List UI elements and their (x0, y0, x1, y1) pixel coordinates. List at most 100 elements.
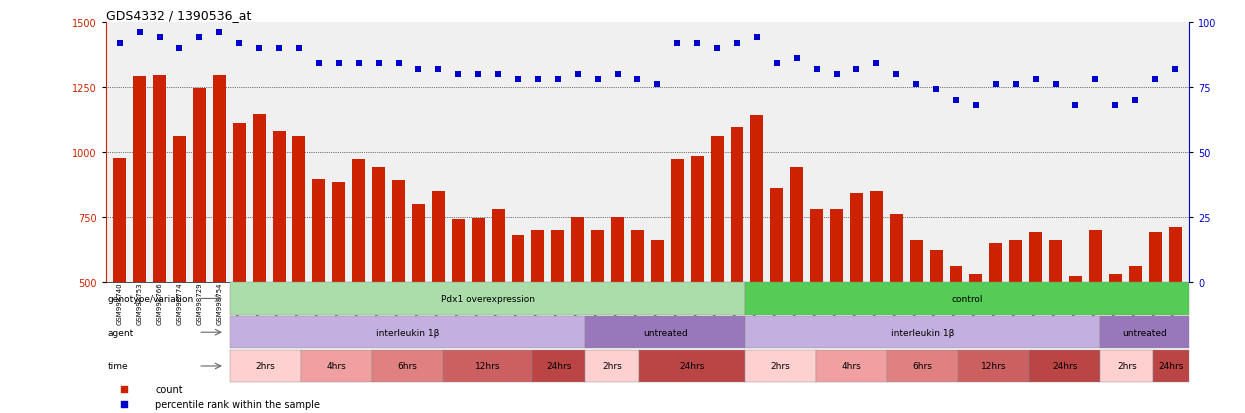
Text: 2hrs: 2hrs (255, 362, 275, 370)
Text: interleukin 1β: interleukin 1β (376, 328, 439, 337)
Text: 2hrs: 2hrs (1117, 362, 1137, 370)
Bar (639, 350, 745, 382)
Text: GDS4332 / 1390536_at: GDS4332 / 1390536_at (106, 9, 251, 21)
Point (369, 61, 388, 67)
Text: time: time (107, 362, 128, 370)
Text: genotype/variation: genotype/variation (107, 294, 194, 303)
Bar (293, 137, 305, 411)
Bar (512, 235, 524, 411)
Bar (153, 76, 166, 411)
Point (807, 66, 827, 73)
Point (289, 45, 309, 52)
Bar (193, 89, 205, 411)
Bar (1050, 240, 1062, 411)
Bar (253, 115, 265, 411)
Bar (888, 350, 959, 382)
Bar (731, 128, 743, 411)
Point (747, 35, 767, 42)
Point (129, 30, 149, 36)
Bar (745, 282, 1189, 315)
Bar (810, 209, 823, 411)
Bar (651, 240, 664, 411)
Bar (392, 181, 405, 411)
Bar (472, 218, 484, 411)
Bar (133, 77, 146, 411)
Text: 6hrs: 6hrs (397, 362, 417, 370)
Bar (990, 243, 1002, 411)
Text: 6hrs: 6hrs (913, 362, 933, 370)
Bar (532, 350, 585, 382)
Point (209, 30, 229, 36)
Bar (890, 214, 903, 411)
Bar (745, 316, 1101, 349)
Bar (432, 191, 444, 411)
Bar (492, 209, 504, 411)
Point (528, 76, 548, 83)
Bar (870, 191, 883, 411)
Bar (213, 76, 225, 411)
Text: 12hrs: 12hrs (474, 362, 500, 370)
Point (707, 45, 727, 52)
Bar (751, 116, 763, 411)
Text: Pdx1 overexpression: Pdx1 overexpression (441, 294, 534, 303)
Point (827, 71, 847, 78)
Bar (910, 240, 923, 411)
Bar (930, 251, 942, 411)
Bar (571, 217, 584, 411)
Point (229, 40, 249, 47)
Point (408, 66, 428, 73)
Bar (950, 266, 962, 411)
Bar (230, 350, 301, 382)
Bar (230, 282, 745, 315)
Text: 2hrs: 2hrs (603, 362, 621, 370)
Point (1026, 76, 1046, 83)
Point (1046, 82, 1066, 88)
Point (687, 40, 707, 47)
Bar (443, 350, 532, 382)
Point (966, 102, 986, 109)
Bar (711, 137, 723, 411)
Point (767, 61, 787, 67)
Point (309, 61, 329, 67)
Bar (591, 230, 604, 411)
Point (548, 76, 568, 83)
Bar (585, 350, 639, 382)
Point (926, 87, 946, 93)
Bar (113, 159, 126, 411)
Point (1006, 82, 1026, 88)
Point (1145, 76, 1165, 83)
Point (110, 40, 129, 47)
Text: percentile rank within the sample: percentile rank within the sample (156, 399, 320, 409)
Point (627, 76, 647, 83)
Point (986, 82, 1006, 88)
Point (886, 71, 906, 78)
Point (249, 45, 269, 52)
Point (608, 71, 627, 78)
Bar (1089, 230, 1102, 411)
Text: 2hrs: 2hrs (771, 362, 791, 370)
Text: untreated: untreated (642, 328, 687, 337)
Point (169, 45, 189, 52)
Text: 24hrs: 24hrs (679, 362, 705, 370)
Point (568, 71, 588, 78)
Bar (412, 204, 425, 411)
Bar (830, 209, 843, 411)
Bar (273, 132, 285, 411)
Bar (631, 230, 644, 411)
Point (1086, 76, 1106, 83)
Text: interleukin 1β: interleukin 1β (891, 328, 955, 337)
Bar (532, 230, 544, 411)
Point (847, 66, 867, 73)
Bar (233, 124, 245, 411)
Bar (332, 182, 345, 411)
Bar (611, 217, 624, 411)
Bar (1109, 274, 1122, 411)
Point (727, 40, 747, 47)
Bar (771, 189, 783, 411)
Text: 12hrs: 12hrs (981, 362, 1006, 370)
Bar (173, 137, 186, 411)
Text: 4hrs: 4hrs (842, 362, 862, 370)
Bar (452, 220, 464, 411)
Bar (791, 168, 803, 411)
Point (189, 35, 209, 42)
